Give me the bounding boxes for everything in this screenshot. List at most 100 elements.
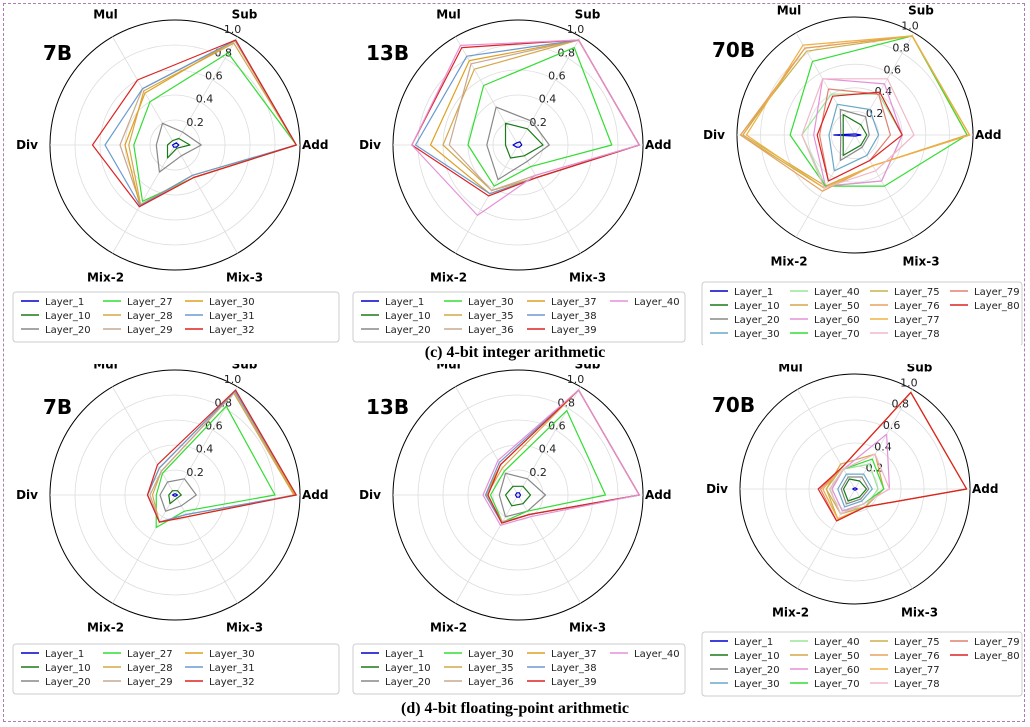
radial-tick-label: 0.2 xyxy=(186,466,204,479)
series-layer-32 xyxy=(146,389,297,523)
legend-label-layer-70: Layer_70 xyxy=(814,679,860,690)
legend-label-layer-78: Layer_78 xyxy=(894,679,940,690)
axis-label-sub: Sub xyxy=(575,364,601,372)
legend-label-layer-20: Layer_20 xyxy=(385,677,431,688)
legend-box xyxy=(701,281,1023,345)
radial-tick-label: 0.6 xyxy=(548,419,566,432)
legend-label-layer-30: Layer_30 xyxy=(209,649,255,660)
chart-title: 70B xyxy=(712,393,755,417)
axis-label-div: Div xyxy=(706,482,728,496)
grid-spoke xyxy=(517,494,581,604)
chart-panel-int-7b: 0.2 0.4 0.6 0.8 1.0 Add Sub Mul Div Mix-2 Mix-3 7B L… xyxy=(5,5,343,345)
legend-label-layer-39: Layer_39 xyxy=(551,677,597,688)
axis-label-mul: Mul xyxy=(93,8,118,22)
grid-spoke xyxy=(112,494,176,604)
caption-fp: (d) 4-bit floating-point arithmetic xyxy=(401,700,629,717)
series-layer-10 xyxy=(842,113,868,156)
grid-spoke xyxy=(455,386,519,496)
legend-label-layer-1: Layer_1 xyxy=(734,287,773,298)
legend-label-layer-29: Layer_29 xyxy=(127,325,173,336)
radial-tick-label: 0.4 xyxy=(196,443,214,456)
legend-label-layer-37: Layer_37 xyxy=(551,649,597,660)
axis-label-mul: Mul xyxy=(777,5,802,18)
series-layer-20 xyxy=(839,108,870,162)
legend-label-layer-30: Layer_30 xyxy=(734,329,780,340)
radial-tick-label: 1.0 xyxy=(901,20,919,33)
axis-label-sub: Sub xyxy=(907,364,933,374)
series-layer-77 xyxy=(822,391,968,520)
legend-label-layer-30: Layer_30 xyxy=(209,297,255,308)
axis-label-mul: Mul xyxy=(436,364,461,372)
legend-label-layer-10: Layer_10 xyxy=(385,311,431,322)
series-layer-39 xyxy=(411,39,640,197)
radial-tick-label: 0.6 xyxy=(205,419,223,432)
legend-label-layer-37: Layer_37 xyxy=(551,297,597,308)
series-layer-40 xyxy=(411,39,640,216)
grid-spoke xyxy=(455,144,519,254)
axis-label-mix-3: Mix-3 xyxy=(226,270,263,284)
legend-label-layer-27: Layer_27 xyxy=(127,297,173,308)
grid-spoke xyxy=(797,389,856,490)
legend-label-layer-28: Layer_28 xyxy=(127,311,173,322)
legend-label-layer-35: Layer_35 xyxy=(468,663,514,674)
legend-label-layer-77: Layer_77 xyxy=(894,665,940,676)
axis-label-mix-2: Mix-2 xyxy=(87,620,124,634)
series-layer-1 xyxy=(512,141,523,148)
legend-label-layer-38: Layer_38 xyxy=(551,311,597,322)
radial-tick-label: 1.0 xyxy=(567,373,585,386)
series-layer-1 xyxy=(171,142,180,148)
radial-tick-label: 0.6 xyxy=(884,63,902,76)
legend-label-layer-30: Layer_30 xyxy=(468,297,514,308)
legend-label-layer-60: Layer_60 xyxy=(814,315,860,326)
series-layer-76 xyxy=(822,391,968,520)
chart-title: 7B xyxy=(43,395,72,419)
radial-tick-label: 0.4 xyxy=(196,93,214,106)
legend-label-layer-20: Layer_20 xyxy=(45,325,91,336)
radial-tick-label: 0.4 xyxy=(539,93,557,106)
radial-tick-label: 0.6 xyxy=(548,69,566,82)
grid-spoke xyxy=(455,36,519,146)
caption-int: (c) 4-bit integer arithmetic xyxy=(424,344,606,361)
axis-label-sub: Sub xyxy=(575,8,601,22)
series-layer-75 xyxy=(739,35,971,189)
legend-label-layer-20: Layer_20 xyxy=(734,315,780,326)
series-layer-80 xyxy=(817,391,968,522)
axis-label-mul: Mul xyxy=(436,8,461,22)
legend-label-layer-10: Layer_10 xyxy=(45,311,91,322)
legend-label-layer-27: Layer_27 xyxy=(127,649,173,660)
chart-panel-fp-7b: 0.2 0.4 0.6 0.8 1.0 Add Sub Mul Div Mix-2 Mix-3 7B L… xyxy=(5,364,343,700)
axis-label-mix-3: Mix-3 xyxy=(901,606,938,620)
legend-box xyxy=(12,291,340,343)
grid-spoke xyxy=(174,144,238,254)
legend-label-layer-29: Layer_29 xyxy=(127,677,173,688)
series-layer-78 xyxy=(801,78,915,189)
axis-label-add: Add xyxy=(645,488,671,502)
chart-panel-fp-13b: 0.2 0.4 0.6 0.8 1.0 Add Sub Mul Div Mix-2 Mix-3 13B… xyxy=(348,364,688,700)
axis-label-div: Div xyxy=(359,138,381,152)
series-layer-10 xyxy=(168,490,182,505)
axis-label-mix-3: Mix-3 xyxy=(569,620,606,634)
axis-label-mix-3: Mix-3 xyxy=(569,270,606,284)
radial-tick-label: 1.0 xyxy=(224,373,242,386)
legend-label-layer-80: Layer_80 xyxy=(974,651,1020,662)
series-layer-28 xyxy=(128,42,297,206)
chart-panel-int-70b: 0.2 0.4 0.6 0.8 1.0 Add Sub Mul Div Mix-2 Mix-3 70B… xyxy=(690,5,1025,345)
legend-label-layer-76: Layer_76 xyxy=(894,651,940,662)
series-layer-77 xyxy=(745,35,971,189)
legend-label-layer-38: Layer_38 xyxy=(551,663,597,674)
chart-title: 13B xyxy=(366,395,409,419)
axis-label-mix-2: Mix-2 xyxy=(430,270,467,284)
legend-label-layer-50: Layer_50 xyxy=(814,651,860,662)
series-layer-1 xyxy=(852,487,858,491)
axis-label-mul: Mul xyxy=(778,364,803,374)
chart-panel-int-13b: 0.2 0.4 0.6 0.8 1.0 Add Sub Mul Div Mix-2 Mix-3 13B… xyxy=(348,5,688,345)
legend-label-layer-30: Layer_30 xyxy=(734,679,780,690)
legend-label-layer-1: Layer_1 xyxy=(45,297,84,308)
axis-label-add: Add xyxy=(972,482,998,496)
grid-spoke xyxy=(517,36,581,146)
series-layer-10 xyxy=(504,122,544,159)
legend-label-layer-20: Layer_20 xyxy=(734,665,780,676)
chart-title: 70B xyxy=(712,38,755,62)
grid-spoke xyxy=(517,386,581,496)
